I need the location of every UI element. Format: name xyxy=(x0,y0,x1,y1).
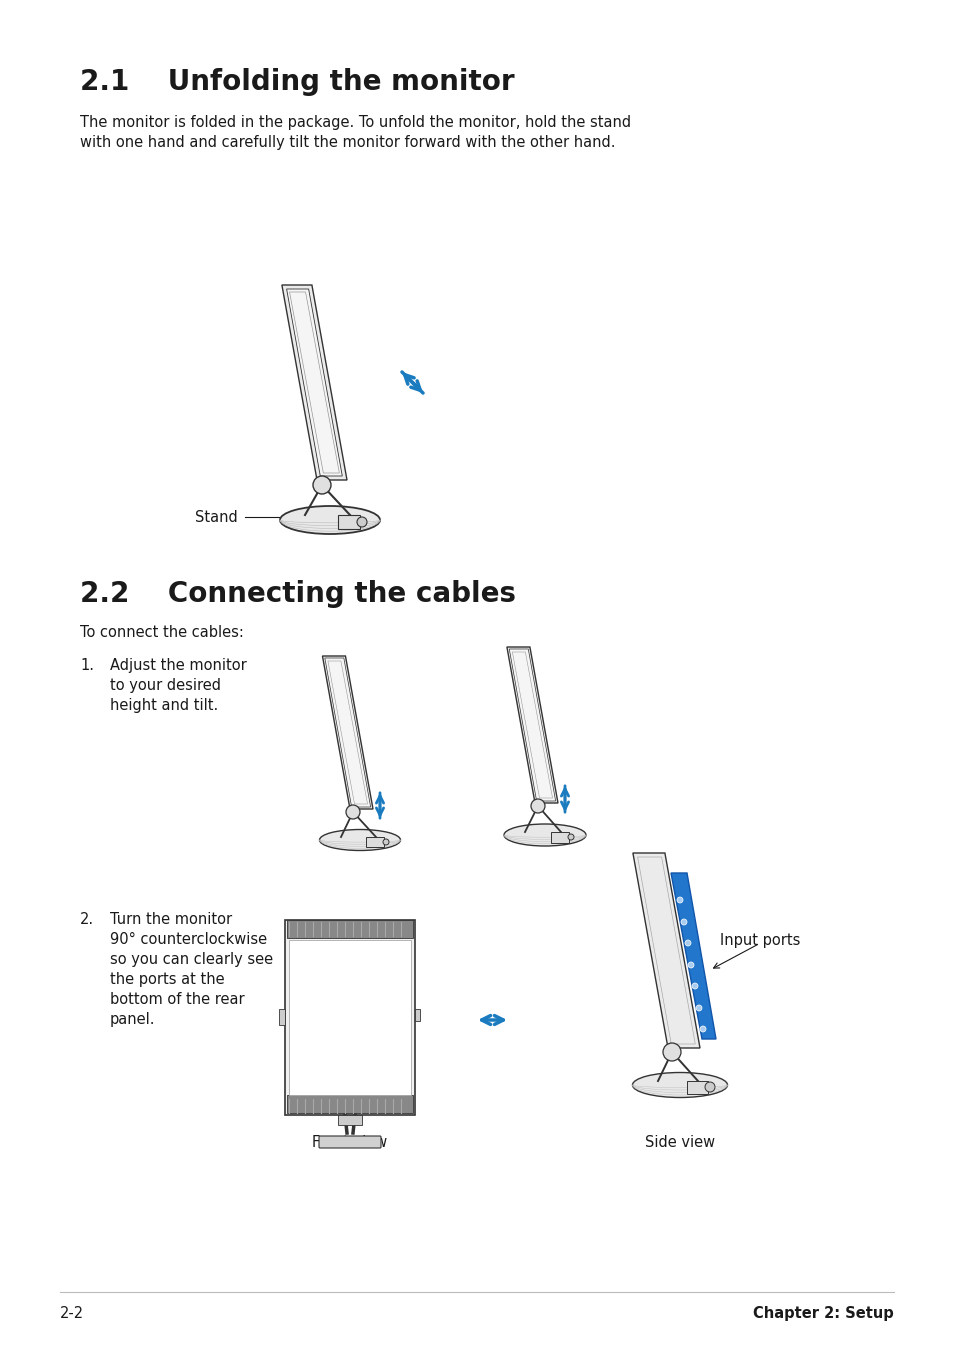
Polygon shape xyxy=(670,873,716,1039)
Text: panel.: panel. xyxy=(110,1012,155,1027)
Text: bottom of the rear: bottom of the rear xyxy=(110,992,244,1006)
Circle shape xyxy=(696,1005,701,1011)
Polygon shape xyxy=(322,657,373,809)
FancyBboxPatch shape xyxy=(278,1009,285,1025)
Text: with one hand and carefully tilt the monitor forward with the other hand.: with one hand and carefully tilt the mon… xyxy=(80,135,615,150)
Circle shape xyxy=(704,1082,714,1092)
Polygon shape xyxy=(632,852,700,1048)
Circle shape xyxy=(662,1043,680,1061)
FancyBboxPatch shape xyxy=(289,940,411,1096)
Text: Turn the monitor: Turn the monitor xyxy=(110,912,232,927)
Circle shape xyxy=(684,940,690,946)
Text: 2.1    Unfolding the monitor: 2.1 Unfolding the monitor xyxy=(80,68,514,96)
Text: 2.: 2. xyxy=(80,912,94,927)
Circle shape xyxy=(680,919,686,925)
Text: Side view: Side view xyxy=(644,1135,715,1150)
FancyBboxPatch shape xyxy=(287,1096,413,1113)
FancyBboxPatch shape xyxy=(337,515,359,530)
Text: Adjust the monitor: Adjust the monitor xyxy=(110,658,247,673)
Text: height and tilt.: height and tilt. xyxy=(110,698,218,713)
Text: The monitor is folded in the package. To unfold the monitor, hold the stand: The monitor is folded in the package. To… xyxy=(80,115,631,130)
Text: 2.2    Connecting the cables: 2.2 Connecting the cables xyxy=(80,580,516,608)
Text: Front view: Front view xyxy=(312,1135,387,1150)
Ellipse shape xyxy=(632,1073,727,1097)
Circle shape xyxy=(313,476,331,494)
Polygon shape xyxy=(324,658,371,807)
Ellipse shape xyxy=(503,824,585,846)
FancyBboxPatch shape xyxy=(285,920,415,1115)
Ellipse shape xyxy=(280,507,379,534)
Text: 2-2: 2-2 xyxy=(60,1306,84,1321)
Circle shape xyxy=(382,839,389,844)
Circle shape xyxy=(346,805,359,819)
FancyBboxPatch shape xyxy=(337,1115,361,1125)
Text: 90° counterclockwise: 90° counterclockwise xyxy=(110,932,267,947)
Circle shape xyxy=(531,798,544,813)
Circle shape xyxy=(567,834,574,840)
Text: Stand: Stand xyxy=(194,509,237,524)
Ellipse shape xyxy=(319,830,400,851)
FancyBboxPatch shape xyxy=(287,920,413,938)
Text: Chapter 2: Setup: Chapter 2: Setup xyxy=(753,1306,893,1321)
Text: Input ports: Input ports xyxy=(720,934,800,948)
Circle shape xyxy=(677,897,682,902)
Polygon shape xyxy=(281,285,347,480)
FancyBboxPatch shape xyxy=(551,832,568,843)
Text: so you can clearly see: so you can clearly see xyxy=(110,952,273,967)
Text: 1.: 1. xyxy=(80,658,94,673)
FancyBboxPatch shape xyxy=(366,838,384,847)
Text: to your desired: to your desired xyxy=(110,678,221,693)
Circle shape xyxy=(687,962,693,969)
FancyBboxPatch shape xyxy=(415,1009,419,1021)
FancyBboxPatch shape xyxy=(318,1136,380,1148)
FancyBboxPatch shape xyxy=(686,1081,707,1094)
Circle shape xyxy=(356,517,367,527)
Polygon shape xyxy=(286,289,342,476)
Circle shape xyxy=(691,984,698,989)
Text: the ports at the: the ports at the xyxy=(110,971,224,988)
Text: To connect the cables:: To connect the cables: xyxy=(80,626,244,640)
Circle shape xyxy=(700,1025,705,1032)
Polygon shape xyxy=(506,647,558,802)
Polygon shape xyxy=(509,648,555,801)
